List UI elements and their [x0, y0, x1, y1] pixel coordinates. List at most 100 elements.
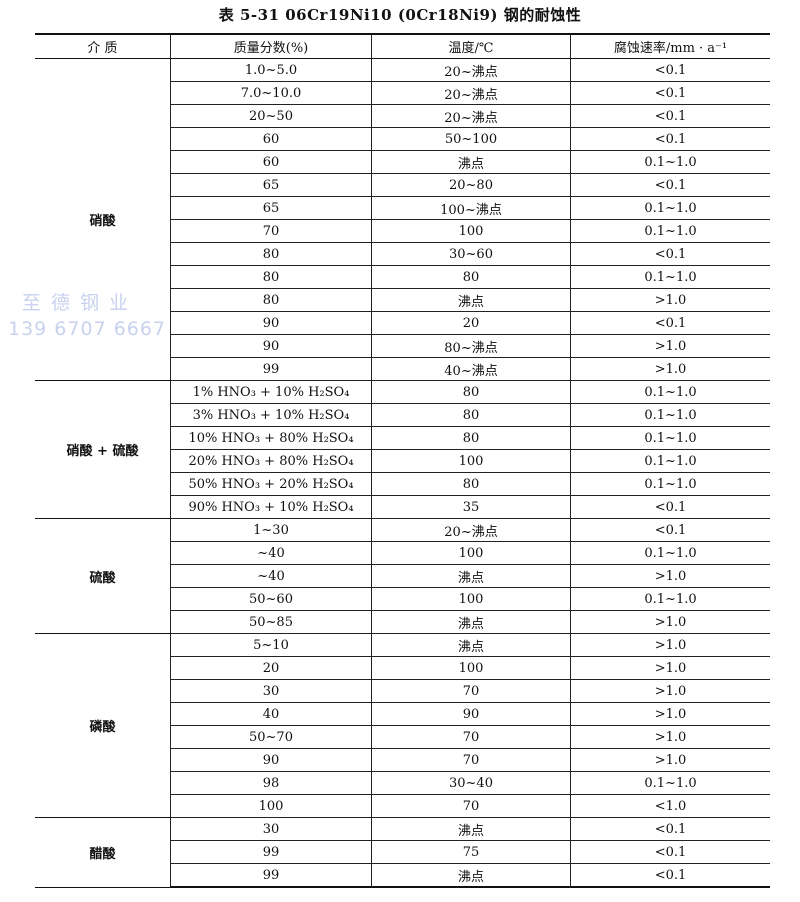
- corrosion-rate-cell: >1.0: [570, 334, 770, 358]
- corrosion-rate-cell: >1.0: [570, 357, 770, 381]
- mass-fraction-cell: 50~70: [170, 725, 372, 749]
- medium-cell: 硝酸: [35, 58, 171, 381]
- mass-fraction-cell: 90: [170, 748, 372, 772]
- temperature-cell: 80: [371, 265, 571, 289]
- mass-fraction-cell: 20: [170, 656, 372, 680]
- corrosion-rate-cell: <0.1: [570, 242, 770, 266]
- table-row: 65 20~80 <0.1: [35, 173, 770, 197]
- mass-fraction-cell: 1~30: [170, 518, 372, 542]
- temperature-cell: 100: [371, 541, 571, 565]
- mass-fraction-cell: 80: [170, 288, 372, 312]
- corrosion-rate-cell: 0.1~1.0: [570, 771, 770, 795]
- temperature-cell: 沸点: [371, 817, 571, 841]
- temperature-cell: 80: [371, 426, 571, 450]
- table-row: 60 50~100 <0.1: [35, 127, 770, 151]
- temperature-cell: 100~沸点: [371, 196, 571, 220]
- temperature-cell: 90: [371, 702, 571, 726]
- mass-fraction-cell: 30: [170, 817, 372, 841]
- corrosion-rate-cell: <0.1: [570, 173, 770, 197]
- temperature-cell: 75: [371, 840, 571, 864]
- corrosion-rate-cell: <0.1: [570, 863, 770, 888]
- table-row: 65 100~沸点 0.1~1.0: [35, 196, 770, 220]
- corrosion-rate-cell: >1.0: [570, 288, 770, 312]
- mass-fraction-cell: 50~60: [170, 587, 372, 611]
- watermark-phone: 139 6707 6667: [8, 318, 167, 340]
- corrosion-rate-cell: 0.1~1.0: [570, 541, 770, 565]
- temperature-cell: 20~沸点: [371, 104, 571, 128]
- table-row: 醋酸 30 沸点 <0.1: [35, 817, 770, 888]
- corrosion-rate-cell: 0.1~1.0: [570, 426, 770, 450]
- corrosion-rate-cell: 0.1~1.0: [570, 265, 770, 289]
- temperature-cell: 沸点: [371, 633, 571, 657]
- table-row: 99 沸点 <0.1: [35, 863, 770, 888]
- temperature-cell: 80: [371, 472, 571, 496]
- mass-fraction-cell: 90% HNO₃ + 10% H₂SO₄: [170, 495, 372, 519]
- table-row: 50~85 沸点 >1.0: [35, 610, 770, 634]
- mass-fraction-cell: 70: [170, 219, 372, 243]
- table-row: 硝酸 + 硫酸 1% HNO₃ + 10% H₂SO₄ 80 0.1~1.0: [35, 380, 770, 519]
- header-corrosion-rate: 腐蚀速率/mm · a⁻¹: [570, 33, 770, 59]
- temperature-cell: 沸点: [371, 288, 571, 312]
- temperature-cell: 30~40: [371, 771, 571, 795]
- mass-fraction-cell: 50% HNO₃ + 20% H₂SO₄: [170, 472, 372, 496]
- table-row: ~40 100 0.1~1.0: [35, 541, 770, 565]
- mass-fraction-cell: ~40: [170, 541, 372, 565]
- corrosion-rate-cell: <0.1: [570, 81, 770, 105]
- corrosion-rate-cell: <0.1: [570, 495, 770, 519]
- corrosion-rate-cell: >1.0: [570, 633, 770, 657]
- table-row: 磷酸 5~10 沸点 >1.0: [35, 633, 770, 818]
- corrosion-table: 介 质 质量分数(%) 温度/℃ 腐蚀速率/mm · a⁻¹ 硝酸 1.0~5.0…: [35, 33, 770, 888]
- mass-fraction-cell: 7.0~10.0: [170, 81, 372, 105]
- corrosion-rate-cell: <0.1: [570, 104, 770, 128]
- medium-cell: 醋酸: [35, 817, 171, 888]
- mass-fraction-cell: 99: [170, 840, 372, 864]
- temperature-cell: 100: [371, 587, 571, 611]
- medium-cell: 硫酸: [35, 518, 171, 634]
- corrosion-rate-cell: 0.1~1.0: [570, 150, 770, 174]
- temperature-cell: 沸点: [371, 610, 571, 634]
- mass-fraction-cell: 80: [170, 242, 372, 266]
- medium-cell: 磷酸: [35, 633, 171, 818]
- table-row: ~40 沸点 >1.0: [35, 564, 770, 588]
- temperature-cell: 沸点: [371, 564, 571, 588]
- temperature-cell: 20~80: [371, 173, 571, 197]
- mass-fraction-cell: 50~85: [170, 610, 372, 634]
- temperature-cell: 70: [371, 794, 571, 818]
- mass-fraction-cell: 65: [170, 196, 372, 220]
- header-row: 介 质 质量分数(%) 温度/℃ 腐蚀速率/mm · a⁻¹: [35, 33, 770, 59]
- table-row: 90 20 <0.1: [35, 311, 770, 335]
- header-temperature: 温度/℃: [371, 33, 571, 59]
- mass-fraction-cell: 80: [170, 265, 372, 289]
- corrosion-rate-cell: <0.1: [570, 518, 770, 542]
- corrosion-rate-cell: <0.1: [570, 127, 770, 151]
- mass-fraction-cell: 3% HNO₃ + 10% H₂SO₄: [170, 403, 372, 427]
- table-row: 90% HNO₃ + 10% H₂SO₄ 35 <0.1: [35, 495, 770, 519]
- header-mass-fraction: 质量分数(%): [170, 33, 372, 59]
- temperature-cell: 70: [371, 748, 571, 772]
- corrosion-rate-cell: >1.0: [570, 725, 770, 749]
- mass-fraction-cell: 98: [170, 771, 372, 795]
- mass-fraction-cell: 10% HNO₃ + 80% H₂SO₄: [170, 426, 372, 450]
- corrosion-rate-cell: <1.0: [570, 794, 770, 818]
- header-medium: 介 质: [35, 33, 171, 59]
- corrosion-rate-cell: <0.1: [570, 840, 770, 864]
- table-row: 硝酸 1.0~5.0 20~沸点 <0.1: [35, 58, 770, 381]
- corrosion-rate-cell: 0.1~1.0: [570, 472, 770, 496]
- temperature-cell: 100: [371, 449, 571, 473]
- mass-fraction-cell: 60: [170, 127, 372, 151]
- watermark-name: 至 德 钢 业: [22, 292, 131, 314]
- corrosion-rate-cell: 0.1~1.0: [570, 380, 770, 404]
- mass-fraction-cell: 20~50: [170, 104, 372, 128]
- table-row: 90 80~沸点 >1.0: [35, 334, 770, 358]
- table-row: 50% HNO₃ + 20% H₂SO₄ 80 0.1~1.0: [35, 472, 770, 496]
- mass-fraction-cell: ~40: [170, 564, 372, 588]
- temperature-cell: 100: [371, 656, 571, 680]
- corrosion-rate-cell: 0.1~1.0: [570, 219, 770, 243]
- temperature-cell: 70: [371, 725, 571, 749]
- table-row: 99 40~沸点 >1.0: [35, 357, 770, 381]
- mass-fraction-cell: 99: [170, 863, 372, 888]
- table-row: 7.0~10.0 20~沸点 <0.1: [35, 81, 770, 105]
- table-row: 10% HNO₃ + 80% H₂SO₄ 80 0.1~1.0: [35, 426, 770, 450]
- temperature-cell: 50~100: [371, 127, 571, 151]
- temperature-cell: 40~沸点: [371, 357, 571, 381]
